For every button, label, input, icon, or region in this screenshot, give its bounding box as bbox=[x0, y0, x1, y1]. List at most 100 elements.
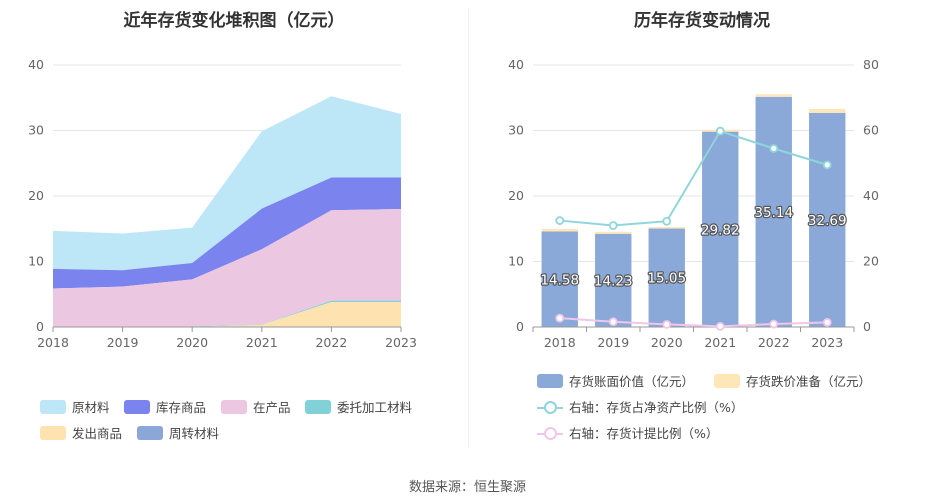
bar-value-label: 29.82 bbox=[701, 222, 740, 238]
legend-swatch bbox=[124, 399, 150, 414]
point-provision-ratio bbox=[822, 318, 832, 327]
line-provision-ratio bbox=[559, 317, 828, 328]
point-provision-ratio bbox=[715, 321, 725, 331]
bar-book-value bbox=[809, 112, 846, 328]
right-legend: 存货账面价值（亿元） 存货跌价准备（亿元） 右轴：存货占净资产比例（%） 右轴：… bbox=[469, 0, 935, 470]
legend-item-turnover-materials[interactable]: 周转材料 bbox=[137, 423, 219, 442]
bar-impairment bbox=[595, 231, 632, 234]
legend-label: 右轴：存货计提比例（%） bbox=[569, 426, 719, 441]
y-tick-label: 20 bbox=[508, 188, 524, 203]
left-legend: 原材料 库存商品 在产品 委托加工材料 发出商品 周转材料 bbox=[0, 0, 468, 470]
data-source-note: 数据来源：恒生聚源 bbox=[408, 480, 526, 495]
x-tick-label: 2022 bbox=[315, 335, 347, 350]
y-tick-label: 40 bbox=[508, 57, 524, 72]
legend-item-goods-shipped[interactable]: 发出商品 bbox=[40, 423, 122, 442]
point-provision-ratio bbox=[608, 317, 618, 327]
point-net-asset-ratio bbox=[555, 216, 565, 225]
panel-divider bbox=[468, 8, 469, 448]
y-tick-label: 30 bbox=[28, 123, 44, 138]
point-net-asset-ratio bbox=[769, 144, 779, 153]
legend-swatch bbox=[537, 400, 563, 414]
legend-label: 库存商品 bbox=[156, 400, 207, 415]
point-provision-ratio bbox=[769, 319, 779, 329]
legend-item-inventory-net-asset-ratio[interactable]: 右轴：存货占净资产比例（%） bbox=[537, 397, 743, 416]
point-net-asset-ratio bbox=[715, 126, 725, 136]
y-tick-label: 10 bbox=[508, 254, 524, 269]
y-tick-label: 0 bbox=[36, 319, 44, 334]
area-series bbox=[53, 300, 401, 327]
x-tick-label: 2023 bbox=[811, 335, 843, 350]
x-tick-label: 2019 bbox=[107, 335, 139, 350]
y-tick-label: 40 bbox=[28, 57, 44, 72]
y2-tick-label: 40 bbox=[863, 188, 879, 203]
x-tick-label: 2021 bbox=[704, 335, 736, 350]
y-tick-label: 0 bbox=[516, 319, 524, 334]
area-series bbox=[53, 301, 401, 327]
bar-value-label: 15.05 bbox=[647, 271, 686, 287]
bar-book-value bbox=[648, 228, 685, 327]
x-tick-label: 2021 bbox=[246, 335, 278, 350]
bar-line-chart: 0 10 20 30 40 0 20 40 60 80 2018 2019 2020 2021 2022 20… bbox=[508, 57, 879, 350]
legend-swatch bbox=[537, 426, 563, 440]
y-tick-label: 20 bbox=[28, 188, 44, 203]
left-chart-title: 近年存货变化堆积图（亿元） bbox=[123, 11, 345, 31]
legend-swatch bbox=[40, 425, 66, 440]
y2-tick-label: 80 bbox=[863, 57, 879, 72]
stacked-area-chart: 0 10 20 30 40 2018 2019 2020 2021 2022 2023 bbox=[28, 57, 417, 350]
bar-book-value bbox=[541, 231, 578, 327]
bar-line-chart-panel: 历年存货变动情况 0 10 20 30 40 0 20 40 60 80 2018 2019 2020 2… bbox=[469, 0, 935, 470]
bar-value-label: 14.23 bbox=[594, 273, 633, 289]
legend-label: 存货账面价值（亿元） bbox=[569, 374, 695, 389]
legend-label: 委托加工材料 bbox=[337, 400, 413, 415]
y-tick-label: 30 bbox=[508, 123, 524, 138]
legend-swatch bbox=[714, 373, 740, 388]
x-tick-label: 2018 bbox=[37, 335, 69, 350]
legend-item-impairment[interactable]: 存货跌价准备（亿元） bbox=[714, 371, 871, 390]
y-tick-label: 10 bbox=[28, 254, 44, 269]
bar-impairment bbox=[809, 108, 846, 113]
legend-label: 在产品 bbox=[253, 400, 291, 415]
legend-label: 原材料 bbox=[72, 400, 110, 415]
area-series bbox=[53, 208, 401, 327]
legend-label: 存货跌价准备（亿元） bbox=[746, 374, 872, 389]
bar-book-value bbox=[595, 233, 632, 327]
bar-impairment bbox=[755, 94, 792, 97]
area-series bbox=[53, 96, 401, 271]
bar-book-value bbox=[755, 96, 792, 327]
x-tick-label: 2019 bbox=[597, 335, 629, 350]
legend-swatch bbox=[221, 399, 247, 414]
point-net-asset-ratio bbox=[608, 221, 618, 230]
legend-swatch bbox=[537, 373, 563, 388]
legend-item-raw-materials[interactable]: 原材料 bbox=[40, 397, 110, 416]
legend-swatch bbox=[305, 399, 331, 414]
point-net-asset-ratio bbox=[662, 216, 672, 226]
bar-value-label: 35.14 bbox=[754, 205, 793, 221]
legend-label: 周转材料 bbox=[169, 426, 220, 441]
x-tick-label: 2020 bbox=[651, 335, 683, 350]
legend-label: 发出商品 bbox=[72, 426, 123, 441]
legend-item-book-value[interactable]: 存货账面价值（亿元） bbox=[537, 371, 694, 390]
x-tick-label: 2018 bbox=[544, 335, 576, 350]
legend-item-finished-goods[interactable]: 库存商品 bbox=[124, 397, 206, 416]
y2-tick-label: 20 bbox=[863, 254, 879, 269]
bar-book-value bbox=[702, 131, 739, 327]
legend-item-consigned-materials[interactable]: 委托加工材料 bbox=[305, 397, 412, 416]
x-tick-label: 2022 bbox=[758, 335, 790, 350]
y2-tick-label: 60 bbox=[863, 123, 879, 138]
bar-value-label: 14.58 bbox=[540, 272, 579, 288]
right-chart-title: 历年存货变动情况 bbox=[634, 11, 770, 31]
y2-tick-label: 0 bbox=[863, 319, 871, 334]
point-provision-ratio bbox=[555, 313, 565, 323]
bar-impairment bbox=[541, 228, 578, 232]
x-tick-label: 2020 bbox=[176, 335, 208, 350]
line-net-asset-ratio bbox=[559, 129, 828, 227]
point-provision-ratio bbox=[662, 319, 672, 329]
legend-swatch bbox=[40, 399, 66, 414]
bar-value-label: 32.69 bbox=[808, 213, 847, 229]
point-net-asset-ratio bbox=[822, 160, 832, 170]
legend-item-work-in-progress[interactable]: 在产品 bbox=[221, 397, 291, 416]
legend-swatch bbox=[137, 425, 163, 440]
legend-label: 右轴：存货占净资产比例（%） bbox=[569, 400, 744, 415]
x-tick-label: 2023 bbox=[385, 335, 417, 350]
legend-item-provision-ratio[interactable]: 右轴：存货计提比例（%） bbox=[537, 423, 718, 442]
